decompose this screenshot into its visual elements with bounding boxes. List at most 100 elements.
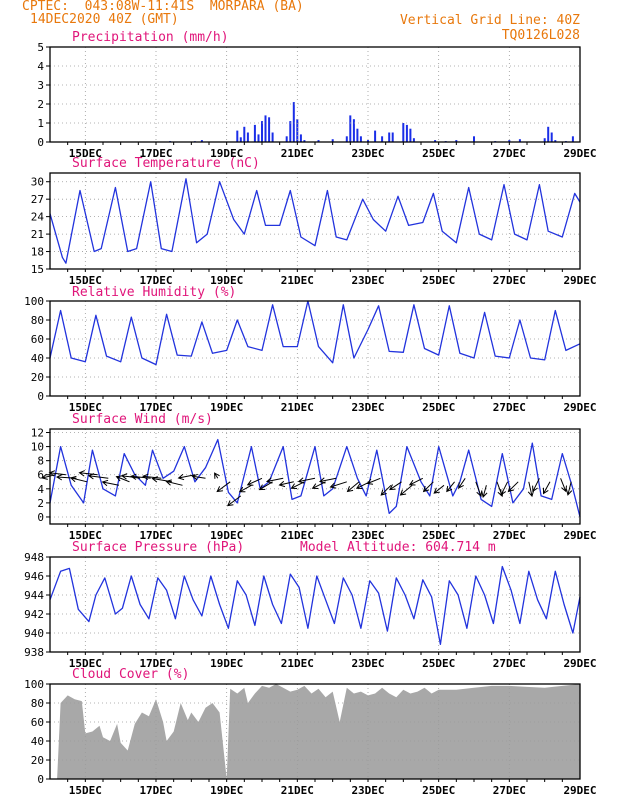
- wind-arrow: [87, 473, 109, 480]
- precip-bar: [388, 132, 391, 142]
- wind-arrow: [389, 481, 402, 491]
- y-tick-label: 4: [37, 483, 44, 496]
- wind-arrow: [500, 481, 509, 496]
- y-tick-label: 948: [24, 551, 44, 564]
- precip-bar: [356, 128, 359, 142]
- y-tick-label: 60: [31, 716, 44, 729]
- wind-arrow: [130, 473, 151, 480]
- y-tick-label: 938: [24, 646, 44, 659]
- precip-bar: [434, 140, 437, 142]
- precip-bar: [405, 124, 408, 142]
- precip-bar: [391, 132, 394, 142]
- temperature-line: [49, 178, 581, 264]
- y-tick-label: 944: [24, 589, 44, 602]
- x-tick-label: 21DEC: [281, 784, 314, 797]
- precip-bar: [352, 119, 355, 142]
- y-tick-label: 940: [24, 627, 44, 640]
- x-tick-label: 29DEC: [563, 147, 596, 160]
- y-tick-label: 946: [24, 570, 44, 583]
- wind-arrow: [446, 481, 455, 493]
- wind-arrow: [346, 481, 360, 493]
- precipitation-grid: [50, 47, 580, 142]
- precip-bar: [246, 132, 249, 142]
- grid-line-note: Vertical Grid Line: 40Z: [399, 13, 580, 28]
- humidity-frame: [49, 300, 581, 397]
- y-tick-label: 0: [37, 136, 44, 149]
- x-tick-label: 25DEC: [422, 401, 455, 414]
- wind-arrow: [278, 480, 294, 488]
- x-tick-label: 25DEC: [422, 529, 455, 542]
- precip-bar: [253, 124, 256, 142]
- pressure-grid: [50, 557, 580, 652]
- humidity-title: Relative Humidity (%): [72, 285, 236, 300]
- precip-bar: [550, 132, 553, 142]
- precip-bar: [261, 121, 263, 142]
- y-tick-label: 0: [37, 511, 44, 524]
- precip-bar: [268, 117, 271, 142]
- x-tick-label: 19DEC: [210, 274, 243, 287]
- wind-arrow: [246, 477, 263, 486]
- wind-arrow: [120, 473, 141, 480]
- x-tick-label: 17DEC: [139, 529, 172, 542]
- wind-line: [49, 438, 581, 518]
- x-tick-label: 25DEC: [422, 657, 455, 670]
- x-tick-label: 17DEC: [139, 147, 172, 160]
- precip-bar: [374, 130, 377, 142]
- temperature-panel: 15 18 21 24 27 30 15DEC 17DEC 19DEC 21DEC 23DEC 25D…: [31, 156, 597, 287]
- precip-bar: [381, 136, 384, 142]
- wind-arrow: [532, 478, 540, 493]
- y-tick-label: 18: [31, 246, 44, 259]
- wind-arrow: [165, 479, 183, 486]
- y-tick-label: 100: [24, 678, 44, 691]
- x-tick-label: 23DEC: [351, 529, 384, 542]
- y-tick-label: 27: [31, 193, 44, 206]
- y-tick-label: 24: [31, 211, 45, 224]
- precip-bar: [331, 139, 334, 142]
- wind-arrow: [78, 470, 98, 477]
- chart-header: CPTEC: 043:08W-11:41S MORPARA (BA) 14DEC…: [0, 0, 618, 44]
- precip-bar: [455, 140, 458, 142]
- precipitation-panel: 0 1 2 3 4 5 15DEC 17DEC 19DEC 21DEC 23DEC 25DEC 27DE…: [37, 30, 596, 160]
- precip-bar: [518, 139, 521, 142]
- x-tick-label: 15DEC: [69, 274, 102, 287]
- precip-bar: [473, 136, 475, 142]
- y-tick-label: 15: [31, 263, 44, 276]
- x-tick-label: 27DEC: [493, 784, 526, 797]
- precip-bar: [345, 136, 348, 142]
- x-tick-label: 17DEC: [139, 401, 172, 414]
- wind-arrow: [408, 477, 424, 486]
- x-tick-label: 19DEC: [210, 401, 243, 414]
- y-tick-label: 60: [31, 333, 44, 346]
- x-tick-label: 23DEC: [351, 657, 384, 670]
- precip-bar: [289, 121, 292, 142]
- humidity-line: [49, 300, 581, 366]
- precip-bar: [239, 137, 242, 143]
- y-tick-label: 0: [37, 390, 44, 403]
- x-tick-label: 23DEC: [351, 401, 384, 414]
- x-tick-label: 29DEC: [563, 784, 596, 797]
- x-tick-label: 27DEC: [493, 274, 526, 287]
- y-tick-label: 100: [24, 295, 44, 308]
- x-tick-label: 25DEC: [422, 147, 455, 160]
- precip-bar: [317, 140, 320, 142]
- precip-bar: [200, 140, 203, 142]
- x-tick-label: 19DEC: [210, 147, 243, 160]
- wind-arrow: [433, 484, 445, 494]
- y-tick-label: 942: [24, 608, 44, 621]
- wind-arrow: [216, 481, 231, 493]
- x-tick-label: 19DEC: [210, 529, 243, 542]
- y-tick-label: 6: [37, 469, 44, 482]
- y-tick-label: 4: [37, 60, 44, 73]
- y-tick-label: 12: [31, 427, 44, 440]
- precip-bar: [508, 140, 511, 142]
- x-tick-label: 27DEC: [493, 401, 526, 414]
- wind-arrow: [265, 477, 284, 484]
- y-tick-label: 5: [37, 41, 44, 54]
- x-tick-label: 29DEC: [563, 401, 596, 414]
- humidity-panel: 0 20 40 60 80 100 15DEC 17DEC 19DEC 21DEC 23DEC 25D…: [24, 285, 596, 414]
- x-tick-label: 15DEC: [69, 784, 102, 797]
- wind-arrow: [380, 484, 392, 496]
- precip-bar: [271, 132, 274, 142]
